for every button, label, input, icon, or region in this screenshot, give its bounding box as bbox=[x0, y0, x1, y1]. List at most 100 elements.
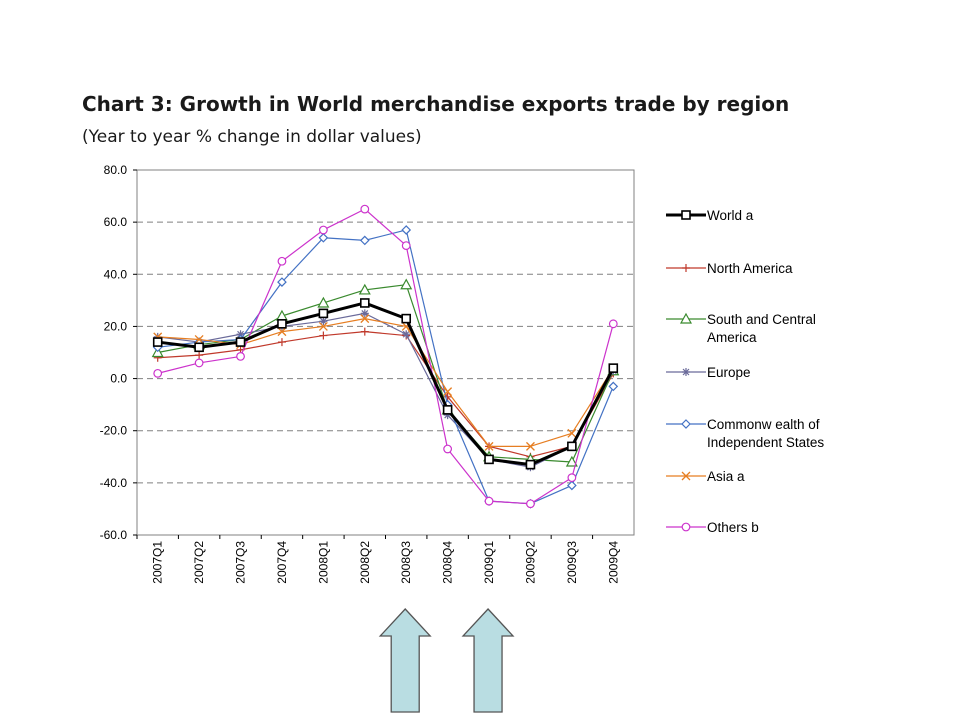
data-point bbox=[608, 363, 619, 373]
series-line bbox=[157, 331, 614, 458]
data-point bbox=[153, 368, 163, 378]
x-tick-label: 2008Q2 bbox=[358, 541, 372, 584]
data-point bbox=[319, 317, 328, 326]
x-tick-label: 2007Q1 bbox=[151, 541, 165, 584]
data-point bbox=[401, 225, 412, 235]
data-point bbox=[443, 387, 453, 397]
data-point bbox=[277, 277, 287, 287]
data-point bbox=[525, 459, 536, 470]
data-point bbox=[318, 321, 328, 331]
up-arrow-icon bbox=[461, 608, 515, 713]
series-layer bbox=[151, 204, 620, 509]
data-point bbox=[484, 454, 494, 465]
data-point bbox=[359, 235, 370, 246]
data-point bbox=[277, 338, 286, 347]
data-point bbox=[525, 441, 535, 451]
data-point bbox=[195, 351, 204, 360]
legend-label: South and Central bbox=[707, 312, 816, 327]
legend: World a North America South and Central Ame… bbox=[666, 208, 824, 535]
data-point bbox=[317, 296, 330, 308]
series-line bbox=[157, 301, 615, 467]
legend-item: Commonw ealth of Independent States bbox=[666, 417, 824, 450]
data-point bbox=[152, 337, 163, 347]
x-tick-label: 2007Q4 bbox=[275, 541, 289, 584]
data-point bbox=[443, 392, 452, 401]
data-point bbox=[400, 278, 413, 290]
data-point bbox=[360, 309, 369, 318]
legend-label: North America bbox=[707, 261, 793, 276]
series-line bbox=[157, 312, 614, 468]
legend-swatch-marker bbox=[679, 312, 693, 324]
y-tick-label: 80.0 bbox=[104, 163, 128, 177]
x-tick-label: 2008Q4 bbox=[441, 541, 455, 584]
up-arrow-icon bbox=[378, 608, 432, 713]
series-line bbox=[157, 208, 614, 505]
data-point bbox=[567, 428, 577, 438]
legend-label: America bbox=[707, 330, 757, 345]
plot-frame bbox=[136, 169, 635, 536]
legend-item: North America bbox=[666, 261, 793, 276]
data-point bbox=[277, 327, 287, 337]
x-tick-label: 2009Q4 bbox=[606, 541, 620, 584]
legend-item: South and Central America bbox=[666, 312, 816, 345]
data-point bbox=[236, 330, 245, 339]
x-tick-label: 2009Q2 bbox=[523, 541, 537, 584]
data-point bbox=[194, 342, 204, 353]
data-point bbox=[484, 441, 494, 451]
series-south-and-central-america bbox=[151, 278, 620, 467]
y-tick-label: 0.0 bbox=[110, 372, 127, 386]
data-point bbox=[318, 225, 328, 235]
data-point bbox=[360, 327, 369, 336]
data-point bbox=[608, 319, 618, 329]
data-point bbox=[359, 298, 370, 308]
data-point bbox=[318, 308, 329, 319]
legend-swatch-marker bbox=[681, 522, 691, 532]
x-tick-label: 2007Q2 bbox=[192, 541, 206, 584]
data-point bbox=[401, 241, 411, 251]
data-point bbox=[526, 499, 535, 509]
series-line bbox=[157, 318, 614, 447]
chart-subtitle: (Year to year % change in dollar values) bbox=[82, 127, 422, 147]
legend-label: Commonw ealth of bbox=[707, 417, 820, 432]
data-point bbox=[358, 283, 371, 295]
data-point bbox=[277, 319, 287, 329]
plot-border bbox=[136, 169, 635, 536]
x-tick-label: 2009Q3 bbox=[565, 541, 579, 584]
legend-label: Others b bbox=[707, 520, 759, 535]
data-point bbox=[194, 358, 204, 368]
data-point bbox=[567, 441, 577, 452]
data-point bbox=[401, 313, 412, 324]
y-tick-label: -60.0 bbox=[100, 528, 128, 542]
legend-item: Asia a bbox=[666, 469, 745, 484]
legend-item: Others b bbox=[666, 520, 759, 535]
data-point bbox=[360, 314, 370, 324]
data-point bbox=[194, 335, 204, 344]
annotations bbox=[378, 608, 515, 713]
legend-item: Europe bbox=[666, 365, 751, 380]
legend-swatch-marker bbox=[681, 210, 691, 220]
y-tick-label: 40.0 bbox=[104, 267, 128, 281]
legend-label: Asia a bbox=[707, 469, 745, 484]
legend-item: World a bbox=[666, 208, 754, 223]
legend-swatch-marker bbox=[682, 264, 690, 272]
x-tick-label: 2008Q1 bbox=[316, 541, 330, 584]
gridlines bbox=[137, 221, 634, 484]
x-tick-label: 2007Q3 bbox=[234, 541, 248, 584]
x-axis: 2007Q1 2007Q2 2007Q3 2007Q4 2008Q1 2008Q2 2008… bbox=[136, 535, 620, 584]
data-point bbox=[608, 381, 619, 392]
legend-label: Europe bbox=[707, 365, 751, 380]
data-point bbox=[443, 411, 452, 420]
y-tick-label: 20.0 bbox=[104, 319, 128, 333]
legend-label: World a bbox=[707, 208, 754, 223]
data-point bbox=[567, 480, 577, 491]
data-point bbox=[235, 337, 246, 347]
data-point bbox=[319, 331, 328, 340]
legend-label: Independent States bbox=[707, 435, 824, 450]
data-point bbox=[318, 232, 329, 243]
y-axis: 80.0 60.0 40.0 20.0 0.0 -20.0 -40.0 -60.0 bbox=[100, 163, 137, 542]
series-world-a bbox=[152, 298, 619, 470]
data-point bbox=[277, 256, 287, 266]
data-point bbox=[402, 330, 411, 339]
data-point bbox=[484, 496, 494, 506]
